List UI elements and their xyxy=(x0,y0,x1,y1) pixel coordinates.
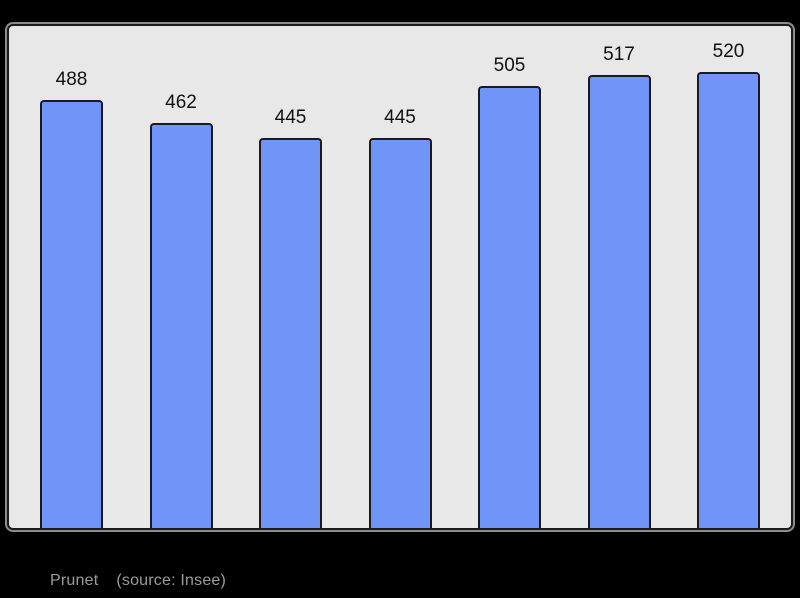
caption-place: Prunet xyxy=(50,572,99,589)
bar xyxy=(697,72,760,528)
bar-value-label: 445 xyxy=(384,107,416,128)
bar-value-label: 488 xyxy=(55,69,88,90)
bar xyxy=(478,86,541,528)
bar-value-label: 517 xyxy=(603,44,635,65)
bar-group: 520 xyxy=(697,42,760,528)
bar-group: 488 xyxy=(40,70,103,528)
bar xyxy=(368,138,432,528)
bar-group: 517 xyxy=(587,44,651,528)
caption-source: (source: Insee) xyxy=(116,572,227,589)
bars: 488 462 445 445 505 517 520 xyxy=(9,26,791,528)
bar-value-label: 505 xyxy=(493,55,526,76)
chart-caption: Prunet (source: Insee) xyxy=(50,572,226,590)
bar xyxy=(149,123,213,528)
chart-panel: 488 462 445 445 505 517 520 xyxy=(7,24,793,530)
bar xyxy=(587,75,651,528)
bar-value-label: 520 xyxy=(712,41,745,62)
bar-value-label: 462 xyxy=(165,92,197,113)
bar xyxy=(259,138,322,528)
bar-group: 462 xyxy=(149,92,213,528)
bar-group: 445 xyxy=(259,108,322,528)
bar-value-label: 445 xyxy=(274,107,307,128)
bar-group: 505 xyxy=(478,56,541,528)
bar xyxy=(40,100,103,528)
bar-group: 445 xyxy=(368,107,432,528)
